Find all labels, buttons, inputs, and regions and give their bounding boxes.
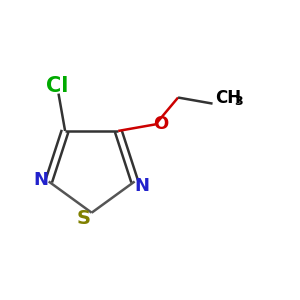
Text: N: N xyxy=(33,171,48,189)
Text: O: O xyxy=(153,115,169,133)
Text: Cl: Cl xyxy=(46,76,68,96)
Text: CH: CH xyxy=(215,89,241,107)
Text: 3: 3 xyxy=(234,95,243,108)
Text: S: S xyxy=(76,209,91,228)
Text: N: N xyxy=(134,177,149,195)
